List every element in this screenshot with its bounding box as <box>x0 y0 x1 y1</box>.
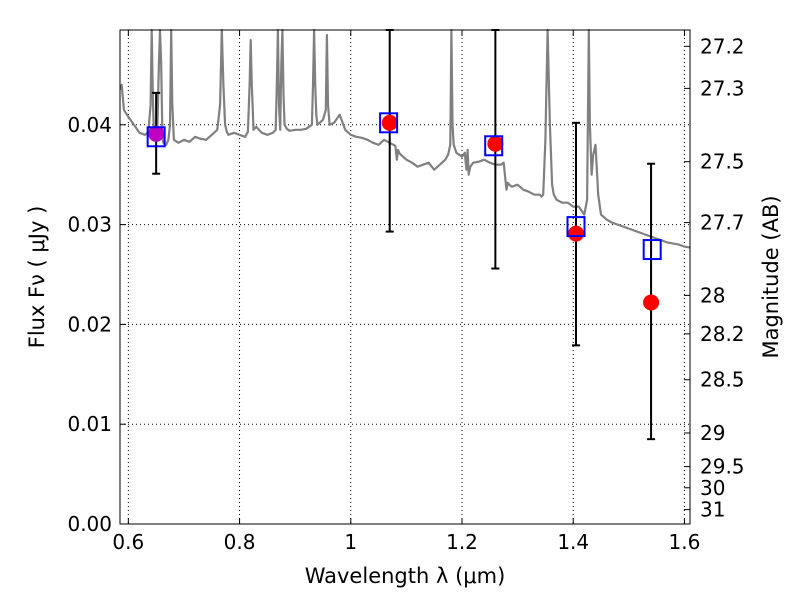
y-tick-label: 0.02 <box>67 312 112 336</box>
mag-tick-label: 28.2 <box>700 322 745 346</box>
axis-ticks <box>120 30 690 525</box>
x-tick-label: 0.8 <box>224 530 256 554</box>
mag-tick-label: 30 <box>700 476 725 500</box>
mag-tick-label: 28 <box>700 283 725 307</box>
plot-frame <box>119 29 691 525</box>
mag-tick-label: 27.3 <box>700 76 745 100</box>
x-tick-label: 0.6 <box>112 530 144 554</box>
x-tick-label: 1.4 <box>557 530 589 554</box>
x-tick-label: 1 <box>344 530 357 554</box>
model-point <box>379 112 399 134</box>
model-point <box>566 216 586 238</box>
model-point <box>484 135 504 157</box>
mag-tick-label: 28.5 <box>700 368 745 392</box>
y-tick-label: 0.03 <box>67 213 112 237</box>
observed-point <box>568 225 584 242</box>
mag-tick-label: 27.2 <box>700 34 745 58</box>
mag-tick-label: 29.5 <box>700 455 745 479</box>
tick-labels: 0.6 0.8 1 1.2 1.4 1.6 0.00 0.01 0.02 0.03 0.04 27.2… <box>67 34 744 554</box>
mag-tick-label: 31 <box>700 498 725 522</box>
observed-point <box>148 125 165 142</box>
y2-axis-label: Magnitude (AB) <box>759 195 783 358</box>
observed-point <box>643 294 660 311</box>
x-axis-label: Wavelength λ (μm) <box>305 564 506 588</box>
mag-tick-label: 27.5 <box>700 150 745 174</box>
observed-point <box>381 114 398 131</box>
spectrum-line <box>120 28 691 249</box>
grid <box>120 30 690 525</box>
observed-points <box>148 114 660 311</box>
y-tick-label: 0.00 <box>67 512 112 536</box>
model-points <box>146 112 662 261</box>
x-tick-label: 1.6 <box>669 530 701 554</box>
mag-tick-label: 29 <box>700 421 725 445</box>
model-point <box>642 239 662 261</box>
mag-tick-label: 27.7 <box>700 211 745 235</box>
spectrum <box>120 28 691 249</box>
y-tick-label: 0.04 <box>67 113 112 137</box>
observed-point <box>487 135 504 152</box>
y-tick-label: 0.01 <box>67 412 112 436</box>
y-axis-label: Flux Fν ( μJy ) <box>25 206 49 349</box>
model-point <box>146 126 166 148</box>
x-tick-label: 1.2 <box>446 530 478 554</box>
